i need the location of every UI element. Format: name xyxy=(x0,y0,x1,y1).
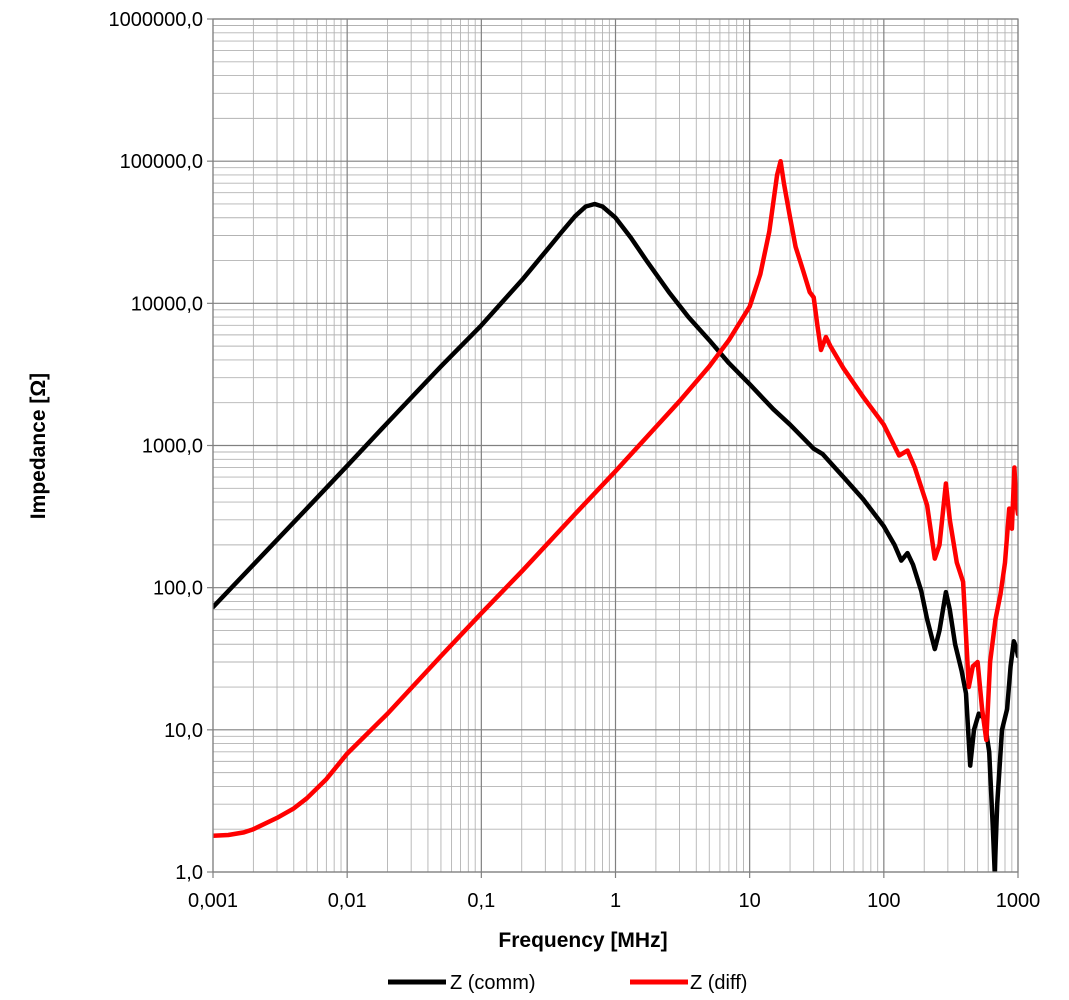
series-line-z-diff xyxy=(213,158,1018,838)
y-axis-title: Impedance [Ω] xyxy=(27,373,50,519)
y-tick-label: 10000,0 xyxy=(131,293,203,315)
series-layer xyxy=(213,158,1018,872)
y-axis-tick-labels: 1,0 10,0 100,0 1000,0 10000,0 100000,0 1000000… xyxy=(108,9,203,884)
x-tick-label: 10 xyxy=(739,890,761,912)
y-tick-label: 1000000,0 xyxy=(108,9,203,31)
plot-area-border xyxy=(212,18,1019,873)
x-axis-title: Frequency [MHz] xyxy=(498,929,667,952)
y-tick-label: 100,0 xyxy=(153,578,203,600)
x-tick-label: 0,01 xyxy=(328,890,367,912)
y-tick-label: 100000,0 xyxy=(120,151,203,173)
x-tick-label: 1000 xyxy=(996,890,1041,912)
legend-label-comm: Z (comm) xyxy=(450,972,536,994)
x-tick-label: 0,1 xyxy=(467,890,495,912)
series-line-z-comm xyxy=(213,201,1018,872)
y-tick-label: 10,0 xyxy=(164,720,203,742)
x-axis-tick-labels: 0,001 0,01 0,1 1 10 100 1000 xyxy=(188,890,1040,912)
legend-label-diff: Z (diff) xyxy=(690,972,747,994)
y-tick-label: 1000,0 xyxy=(142,436,203,458)
y-tick-label: 1,0 xyxy=(175,862,203,884)
x-tick-label: 1 xyxy=(610,890,621,912)
legend: Z (comm) Z (diff) xyxy=(388,972,747,994)
x-tick-label: 100 xyxy=(867,890,900,912)
x-tick-label: 0,001 xyxy=(188,890,238,912)
